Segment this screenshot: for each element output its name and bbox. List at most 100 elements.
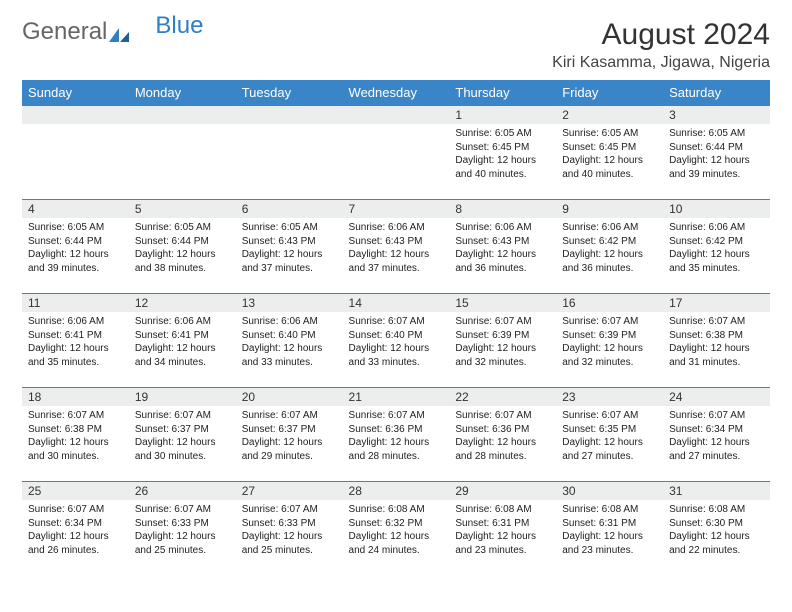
daylight-line: Daylight: 12 hours and 38 minutes. <box>135 248 230 275</box>
sunrise-line: Sunrise: 6:07 AM <box>562 409 657 423</box>
day-number: 3 <box>663 106 770 124</box>
daylight-line: Daylight: 12 hours and 28 minutes. <box>349 436 444 463</box>
calendar-week-row: 11Sunrise: 6:06 AMSunset: 6:41 PMDayligh… <box>22 294 770 388</box>
daylight-line: Daylight: 12 hours and 26 minutes. <box>28 530 123 557</box>
calendar-week-row: 4Sunrise: 6:05 AMSunset: 6:44 PMDaylight… <box>22 200 770 294</box>
day-number <box>129 106 236 124</box>
sail-icon <box>109 23 131 41</box>
sunrise-line: Sunrise: 6:07 AM <box>349 409 444 423</box>
day-details: Sunrise: 6:07 AMSunset: 6:38 PMDaylight:… <box>663 312 770 373</box>
daylight-line: Daylight: 12 hours and 30 minutes. <box>135 436 230 463</box>
day-details: Sunrise: 6:06 AMSunset: 6:42 PMDaylight:… <box>663 218 770 279</box>
sunset-line: Sunset: 6:44 PM <box>669 141 764 155</box>
day-details: Sunrise: 6:06 AMSunset: 6:41 PMDaylight:… <box>22 312 129 373</box>
calendar-day-cell <box>22 106 129 200</box>
calendar-day-cell <box>236 106 343 200</box>
day-number: 9 <box>556 200 663 218</box>
sunset-line: Sunset: 6:36 PM <box>349 423 444 437</box>
sunrise-line: Sunrise: 6:06 AM <box>349 221 444 235</box>
sunrise-line: Sunrise: 6:05 AM <box>669 127 764 141</box>
sunset-line: Sunset: 6:37 PM <box>242 423 337 437</box>
sunset-line: Sunset: 6:38 PM <box>669 329 764 343</box>
day-number: 6 <box>236 200 343 218</box>
calendar-day-cell <box>343 106 450 200</box>
day-number: 20 <box>236 388 343 406</box>
day-number: 7 <box>343 200 450 218</box>
day-number: 14 <box>343 294 450 312</box>
day-details: Sunrise: 6:08 AMSunset: 6:32 PMDaylight:… <box>343 500 450 561</box>
sunrise-line: Sunrise: 6:08 AM <box>455 503 550 517</box>
daylight-line: Daylight: 12 hours and 30 minutes. <box>28 436 123 463</box>
day-details: Sunrise: 6:06 AMSunset: 6:41 PMDaylight:… <box>129 312 236 373</box>
calendar-day-cell: 14Sunrise: 6:07 AMSunset: 6:40 PMDayligh… <box>343 294 450 388</box>
sunset-line: Sunset: 6:36 PM <box>455 423 550 437</box>
daylight-line: Daylight: 12 hours and 28 minutes. <box>455 436 550 463</box>
calendar-day-cell: 26Sunrise: 6:07 AMSunset: 6:33 PMDayligh… <box>129 482 236 576</box>
calendar-day-cell: 12Sunrise: 6:06 AMSunset: 6:41 PMDayligh… <box>129 294 236 388</box>
day-details: Sunrise: 6:07 AMSunset: 6:33 PMDaylight:… <box>236 500 343 561</box>
daylight-line: Daylight: 12 hours and 33 minutes. <box>349 342 444 369</box>
sunset-line: Sunset: 6:45 PM <box>562 141 657 155</box>
sunset-line: Sunset: 6:31 PM <box>562 517 657 531</box>
sunset-line: Sunset: 6:38 PM <box>28 423 123 437</box>
day-number: 5 <box>129 200 236 218</box>
day-details: Sunrise: 6:08 AMSunset: 6:31 PMDaylight:… <box>449 500 556 561</box>
day-number <box>22 106 129 124</box>
calendar-day-cell: 13Sunrise: 6:06 AMSunset: 6:40 PMDayligh… <box>236 294 343 388</box>
calendar-day-cell: 6Sunrise: 6:05 AMSunset: 6:43 PMDaylight… <box>236 200 343 294</box>
daylight-line: Daylight: 12 hours and 35 minutes. <box>669 248 764 275</box>
sunrise-line: Sunrise: 6:07 AM <box>28 409 123 423</box>
day-number: 16 <box>556 294 663 312</box>
calendar-day-cell: 15Sunrise: 6:07 AMSunset: 6:39 PMDayligh… <box>449 294 556 388</box>
daylight-line: Daylight: 12 hours and 34 minutes. <box>135 342 230 369</box>
daylight-line: Daylight: 12 hours and 39 minutes. <box>669 154 764 181</box>
day-number: 13 <box>236 294 343 312</box>
sunrise-line: Sunrise: 6:07 AM <box>669 315 764 329</box>
sunrise-line: Sunrise: 6:08 AM <box>669 503 764 517</box>
sunset-line: Sunset: 6:44 PM <box>135 235 230 249</box>
calendar-day-cell: 18Sunrise: 6:07 AMSunset: 6:38 PMDayligh… <box>22 388 129 482</box>
sunset-line: Sunset: 6:35 PM <box>562 423 657 437</box>
day-details: Sunrise: 6:06 AMSunset: 6:40 PMDaylight:… <box>236 312 343 373</box>
day-details: Sunrise: 6:07 AMSunset: 6:39 PMDaylight:… <box>556 312 663 373</box>
day-details: Sunrise: 6:05 AMSunset: 6:43 PMDaylight:… <box>236 218 343 279</box>
sunset-line: Sunset: 6:44 PM <box>28 235 123 249</box>
weekday-header: Tuesday <box>236 80 343 106</box>
weekday-header: Thursday <box>449 80 556 106</box>
day-details <box>129 124 236 131</box>
sunset-line: Sunset: 6:43 PM <box>349 235 444 249</box>
daylight-line: Daylight: 12 hours and 27 minutes. <box>562 436 657 463</box>
day-number: 4 <box>22 200 129 218</box>
day-details: Sunrise: 6:08 AMSunset: 6:30 PMDaylight:… <box>663 500 770 561</box>
day-number: 8 <box>449 200 556 218</box>
sunrise-line: Sunrise: 6:06 AM <box>562 221 657 235</box>
calendar-day-cell: 10Sunrise: 6:06 AMSunset: 6:42 PMDayligh… <box>663 200 770 294</box>
day-number: 19 <box>129 388 236 406</box>
sunrise-line: Sunrise: 6:05 AM <box>135 221 230 235</box>
day-number: 25 <box>22 482 129 500</box>
sunrise-line: Sunrise: 6:06 AM <box>669 221 764 235</box>
calendar-day-cell: 17Sunrise: 6:07 AMSunset: 6:38 PMDayligh… <box>663 294 770 388</box>
page-header: General Blue August 2024 Kiri Kasamma, J… <box>22 18 770 72</box>
calendar-day-cell: 20Sunrise: 6:07 AMSunset: 6:37 PMDayligh… <box>236 388 343 482</box>
day-details: Sunrise: 6:07 AMSunset: 6:36 PMDaylight:… <box>449 406 556 467</box>
day-number: 2 <box>556 106 663 124</box>
daylight-line: Daylight: 12 hours and 36 minutes. <box>455 248 550 275</box>
day-number <box>236 106 343 124</box>
day-details: Sunrise: 6:05 AMSunset: 6:44 PMDaylight:… <box>22 218 129 279</box>
day-details: Sunrise: 6:07 AMSunset: 6:34 PMDaylight:… <box>22 500 129 561</box>
sunrise-line: Sunrise: 6:07 AM <box>455 315 550 329</box>
calendar-day-cell: 4Sunrise: 6:05 AMSunset: 6:44 PMDaylight… <box>22 200 129 294</box>
weekday-header: Friday <box>556 80 663 106</box>
daylight-line: Daylight: 12 hours and 40 minutes. <box>455 154 550 181</box>
sunrise-line: Sunrise: 6:07 AM <box>669 409 764 423</box>
location-label: Kiri Kasamma, Jigawa, Nigeria <box>552 54 770 72</box>
brand-part2: Blue <box>155 12 203 40</box>
day-details: Sunrise: 6:06 AMSunset: 6:42 PMDaylight:… <box>556 218 663 279</box>
daylight-line: Daylight: 12 hours and 23 minutes. <box>562 530 657 557</box>
day-details: Sunrise: 6:07 AMSunset: 6:38 PMDaylight:… <box>22 406 129 467</box>
day-details: Sunrise: 6:07 AMSunset: 6:36 PMDaylight:… <box>343 406 450 467</box>
sunset-line: Sunset: 6:34 PM <box>669 423 764 437</box>
day-details <box>236 124 343 131</box>
daylight-line: Daylight: 12 hours and 25 minutes. <box>242 530 337 557</box>
